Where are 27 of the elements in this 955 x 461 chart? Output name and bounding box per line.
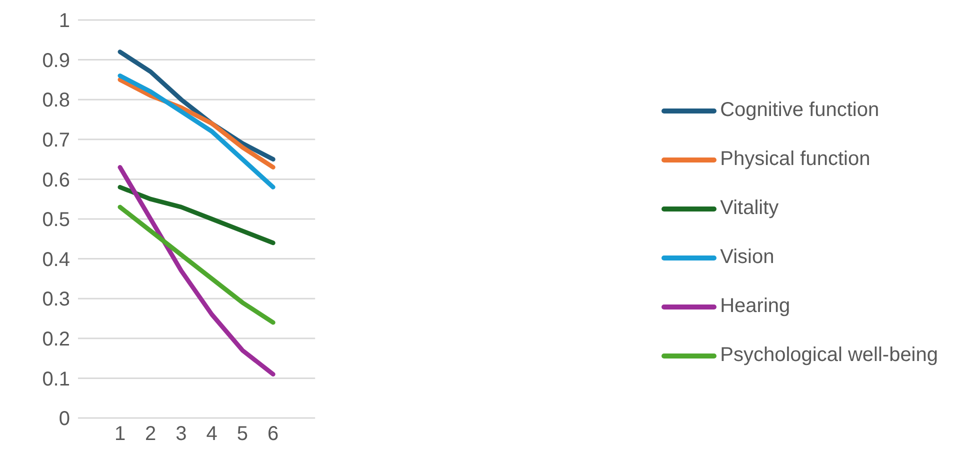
- y-tick-label: 0.2: [42, 328, 70, 350]
- x-tick-label: 4: [206, 423, 218, 446]
- line-series: [118, 73, 276, 190]
- y-tick-label: 0.3: [42, 288, 70, 311]
- x-tick-label: 1: [114, 423, 126, 446]
- legend-label: Psychological well-being: [720, 344, 938, 367]
- y-tick-label: 0.7: [42, 130, 70, 152]
- x-tick-label: 5: [236, 423, 248, 446]
- x-tick-label: 6: [268, 423, 279, 446]
- line-series: [118, 204, 276, 325]
- line-series: [118, 165, 276, 376]
- legend-label: Vision: [720, 246, 774, 269]
- y-tick-label: 0.4: [42, 248, 70, 271]
- y-tick-label: 0.9: [42, 50, 70, 72]
- line-series: [118, 184, 276, 246]
- y-tick-label: 0.8: [42, 90, 70, 112]
- y-tick-label: 1: [58, 10, 70, 32]
- legend-label: Physical function: [720, 148, 870, 171]
- legend-label: Hearing: [720, 295, 790, 318]
- y-tick-label: 0.6: [42, 169, 70, 192]
- y-tick-label: 0.5: [42, 209, 70, 232]
- x-tick-label: 2: [145, 423, 156, 446]
- y-tick-label: 0: [58, 408, 70, 430]
- x-tick-label: 3: [176, 423, 187, 446]
- legend-label: Vitality: [720, 197, 779, 220]
- y-tick-label: 0.1: [42, 368, 70, 390]
- legend-label: Cognitive function: [720, 99, 880, 122]
